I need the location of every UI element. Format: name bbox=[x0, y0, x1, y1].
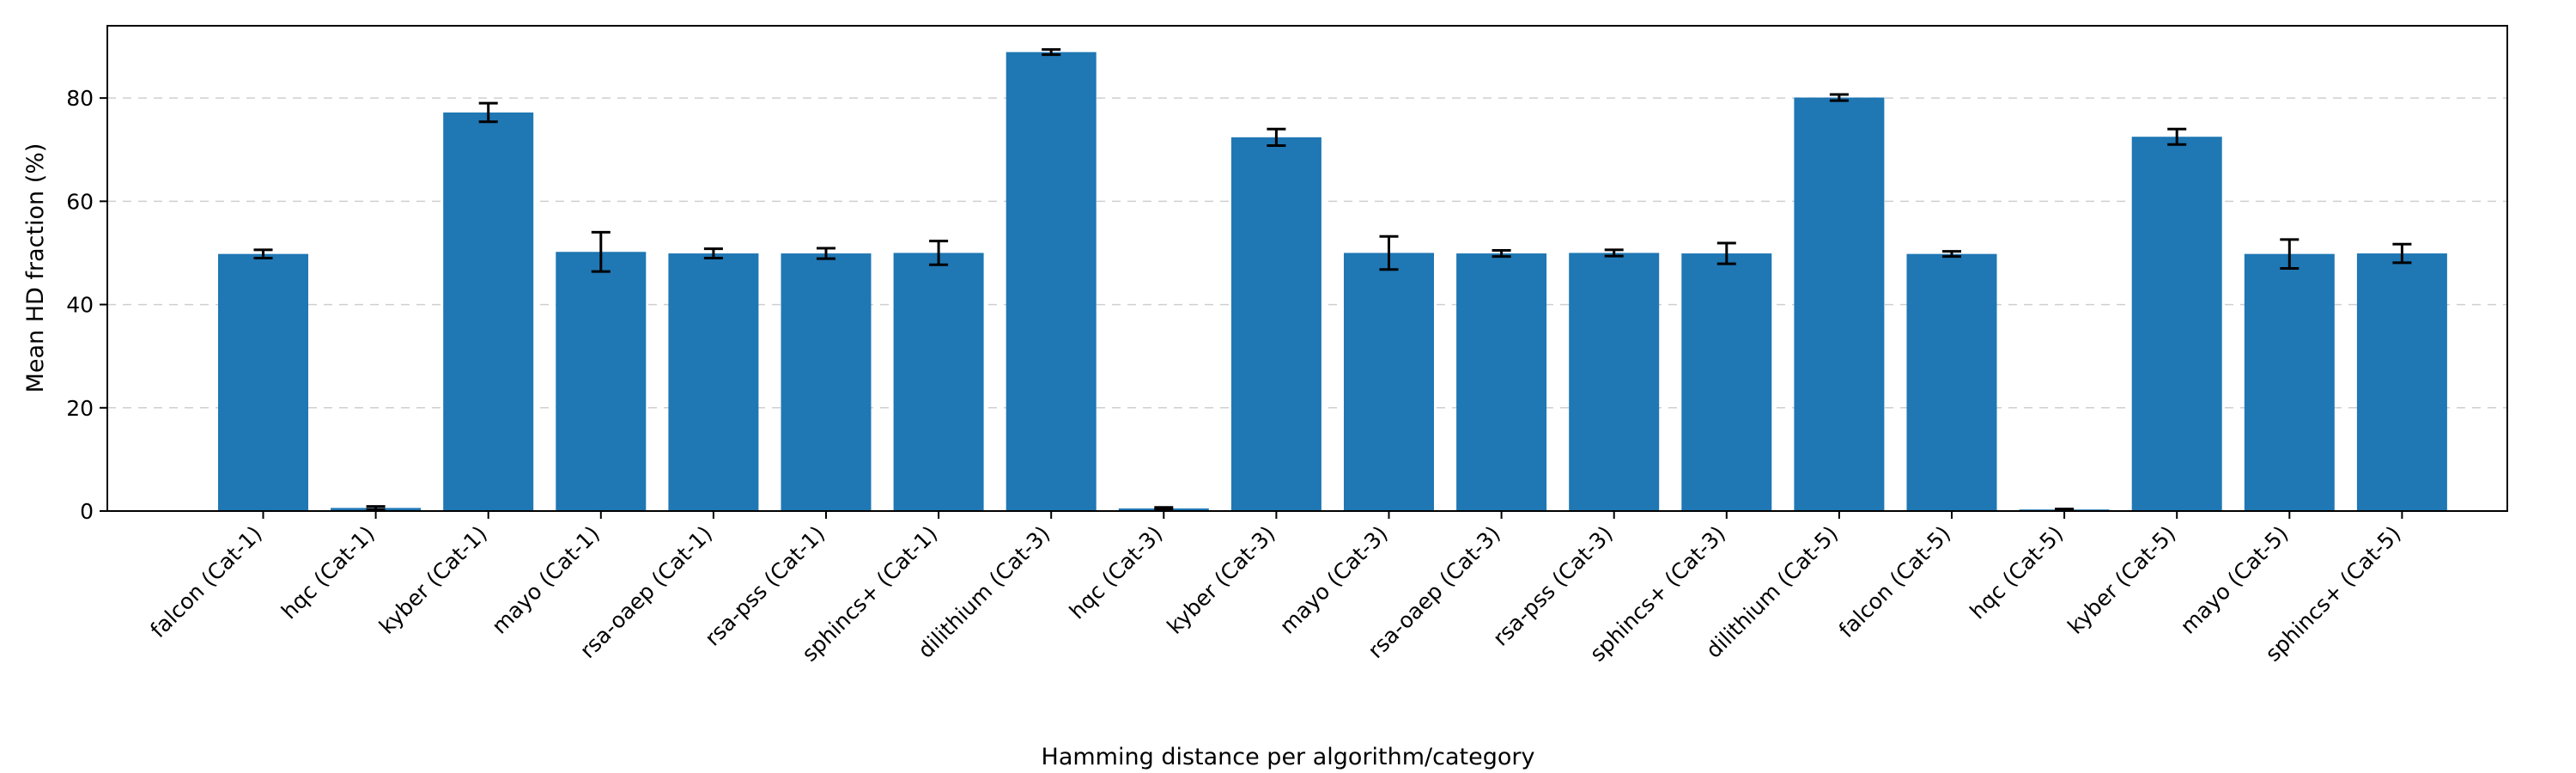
y-tick-label: 80 bbox=[66, 86, 94, 111]
bar bbox=[556, 252, 647, 511]
grid-layer bbox=[107, 97, 2507, 409]
error-bar-layer bbox=[253, 48, 2412, 512]
bar bbox=[218, 253, 308, 511]
y-axis-ticks: 0 20 40 60 80 bbox=[66, 86, 107, 524]
bar bbox=[1456, 253, 1547, 511]
y-tick-label: 60 bbox=[66, 189, 94, 214]
y-tick-label: 40 bbox=[66, 293, 94, 318]
y-tick-label: 0 bbox=[80, 499, 94, 524]
y-axis-label: Mean HD fraction (%) bbox=[22, 143, 49, 393]
bar bbox=[1681, 253, 1772, 511]
bar bbox=[781, 253, 872, 511]
bar bbox=[1906, 253, 1997, 511]
x-axis-label: Hamming distance per algorithm/category bbox=[1042, 744, 1535, 770]
bar bbox=[893, 253, 984, 511]
plot-frame bbox=[106, 25, 2508, 512]
bar bbox=[2356, 253, 2447, 511]
bar bbox=[1344, 253, 1434, 511]
bar bbox=[1794, 97, 1885, 511]
bar bbox=[1569, 253, 1660, 511]
bar-layer bbox=[218, 52, 2447, 512]
bar bbox=[1005, 52, 1097, 512]
bar bbox=[668, 253, 759, 511]
bar bbox=[2244, 253, 2335, 511]
bar bbox=[1230, 137, 1321, 512]
bar bbox=[443, 112, 534, 511]
y-tick-label: 20 bbox=[66, 396, 94, 421]
bar bbox=[2131, 137, 2222, 511]
